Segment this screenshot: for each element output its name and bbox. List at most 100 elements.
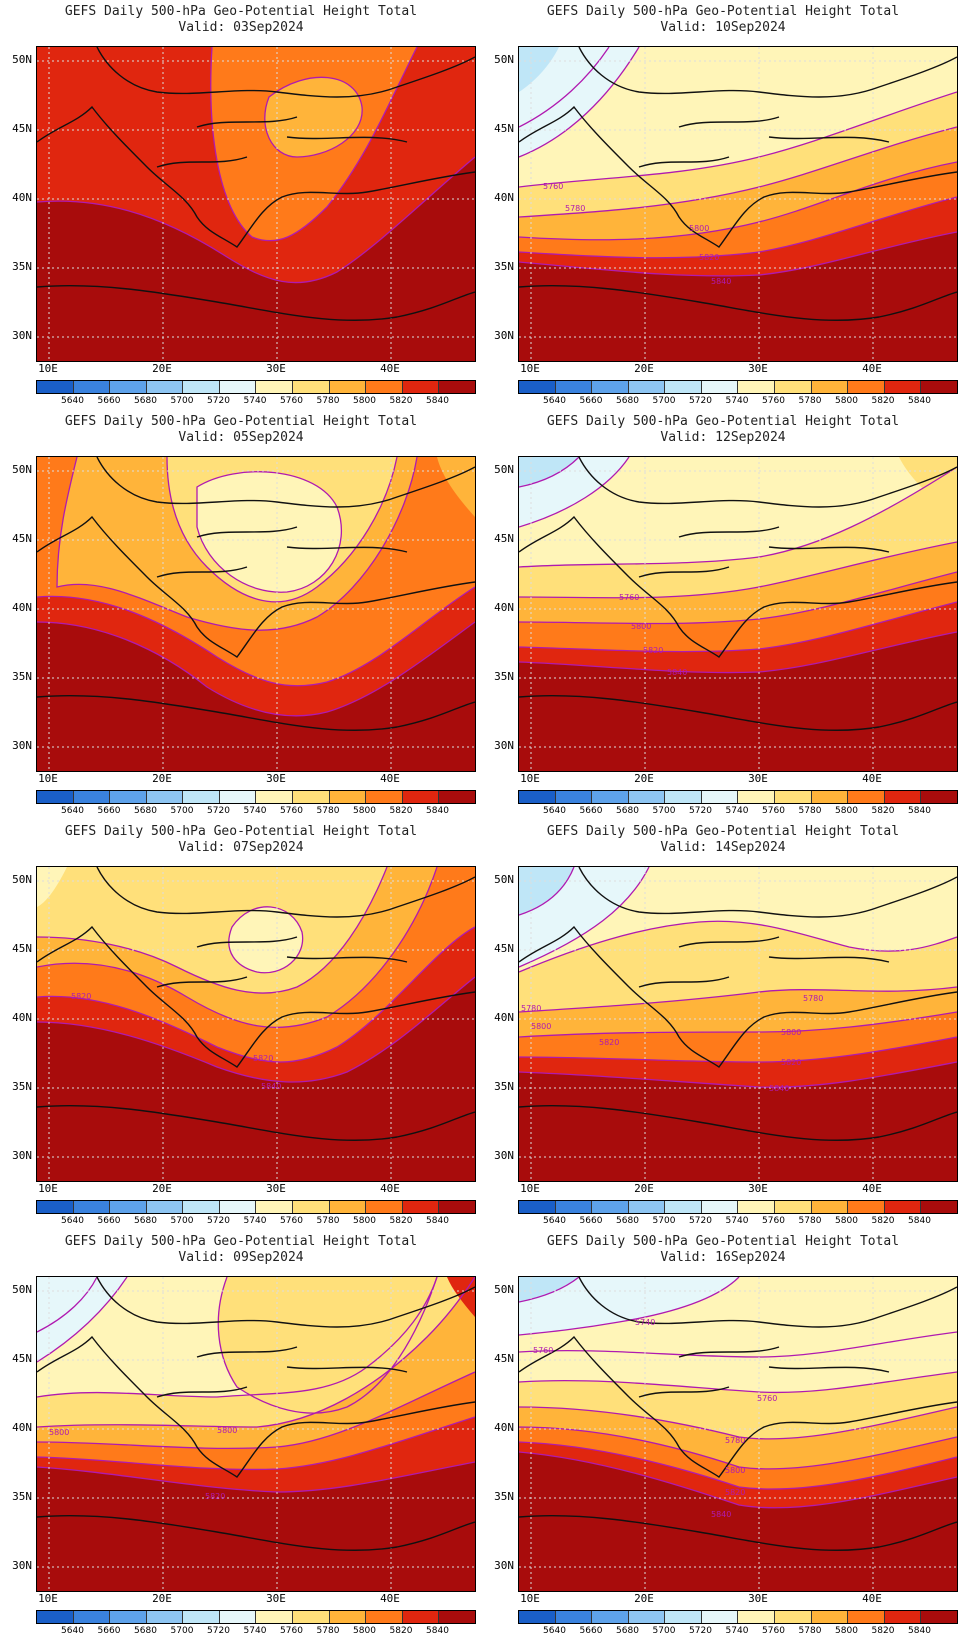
colorbar-label: 5800: [353, 806, 376, 816]
contour-label: 5800: [49, 1428, 69, 1437]
colorbar-label: 5740: [725, 1626, 749, 1636]
colorbar-swatch: [775, 1201, 812, 1213]
colorbar-label: 5740: [243, 1626, 267, 1636]
map-area: 5820 5820 5840: [36, 866, 476, 1182]
colorbar-swatch: [183, 381, 220, 393]
colorbar-label: 5720: [207, 806, 230, 816]
panel-title: GEFS Daily 500-hPa Geo-Potential Height …: [546, 824, 900, 839]
colorbar-swatch: [555, 1611, 593, 1623]
colorbar-label: 5820: [871, 396, 895, 406]
colorbar-label: 5660: [579, 396, 603, 406]
colorbar-swatch: [811, 381, 849, 393]
colorbar: [518, 1200, 958, 1214]
lon-label: 40E: [380, 772, 400, 785]
colorbar-swatch: [628, 381, 666, 393]
lon-label: 40E: [862, 362, 882, 375]
lat-label: 30N: [12, 1149, 32, 1162]
lon-label: 20E: [152, 362, 172, 375]
colorbar-label: 5680: [616, 1216, 639, 1226]
colorbar-swatch: [256, 791, 294, 803]
lat-label: 40N: [12, 191, 32, 204]
colorbar-label: 5800: [353, 396, 376, 406]
colorbar-label: 5680: [134, 806, 157, 816]
colorbar-swatch: [110, 791, 147, 803]
colorbar-swatch: [366, 381, 403, 393]
lon-label: 40E: [862, 1592, 882, 1605]
lat-label: 35N: [494, 260, 514, 273]
contour-label: 5780: [725, 1436, 745, 1445]
colorbar-swatch: [402, 1201, 440, 1213]
colorbar-swatch: [811, 1611, 849, 1623]
colorbar-label: 5840: [908, 396, 931, 406]
colorbar-label: 5740: [725, 396, 749, 406]
lat-label: 40N: [12, 601, 32, 614]
lon-label: 30E: [266, 772, 286, 785]
colorbar-swatch: [219, 381, 257, 393]
map-area: 5800 5800 5820: [36, 1276, 476, 1592]
contour-label: 5840: [711, 1510, 731, 1519]
colorbar-label: 5780: [798, 1626, 822, 1636]
lon-label: 40E: [380, 1592, 400, 1605]
contour-label: 5800: [217, 1426, 237, 1435]
colorbar-swatch: [555, 381, 593, 393]
lat-label: 45N: [494, 1352, 514, 1365]
contour-label: 5800: [725, 1466, 745, 1475]
lat-label: 35N: [12, 1490, 32, 1503]
colorbar-swatch: [256, 381, 294, 393]
colorbar-swatch: [37, 1611, 74, 1623]
colorbar-swatch: [293, 1201, 330, 1213]
lat-label: 35N: [494, 1490, 514, 1503]
colorbar-label: 5680: [616, 1626, 639, 1636]
lon-label: 10E: [38, 1592, 58, 1605]
colorbar-swatch: [402, 1611, 440, 1623]
colorbar-label: 5700: [170, 1626, 194, 1636]
colorbar-label: 5660: [97, 1626, 121, 1636]
lon-label: 40E: [862, 772, 882, 785]
colorbar-label: 5720: [689, 1216, 712, 1226]
colorbar-label: 5820: [871, 1216, 895, 1226]
colorbar-label: 5740: [243, 806, 267, 816]
colorbar-swatch: [146, 381, 184, 393]
colorbar-label: 5820: [389, 396, 413, 406]
contour-label: 5760: [619, 593, 639, 602]
lon-label: 10E: [520, 1592, 540, 1605]
colorbar-label: 5840: [426, 1626, 449, 1636]
contour-label: 5820: [781, 1058, 801, 1067]
map-panel-05sep: GEFS Daily 500-hPa Geo-Potential Height …: [0, 410, 482, 820]
colorbar-swatch: [73, 381, 111, 393]
colorbar-label: 5660: [97, 396, 121, 406]
lat-label: 45N: [494, 942, 514, 955]
colorbar-label: 5760: [762, 1216, 785, 1226]
colorbar-swatch: [293, 791, 330, 803]
colorbar-label: 5720: [689, 1626, 712, 1636]
lon-label: 40E: [380, 1182, 400, 1195]
colorbar-swatch: [738, 381, 776, 393]
colorbar-label: 5700: [170, 1216, 194, 1226]
contour-label: 5820: [643, 646, 663, 655]
contour-label: 5820: [599, 1038, 619, 1047]
panel-title: GEFS Daily 500-hPa Geo-Potential Height …: [546, 1234, 900, 1249]
colorbar-swatch: [37, 381, 74, 393]
contour-label: 5840: [711, 277, 731, 286]
colorbar-swatch: [592, 1611, 629, 1623]
colorbar-label: 5640: [61, 1626, 84, 1636]
panel-title: GEFS Daily 500-hPa Geo-Potential Height …: [64, 824, 418, 839]
colorbar-swatch: [402, 791, 440, 803]
lat-label: 45N: [12, 1352, 32, 1365]
contour-label: 5760: [533, 1346, 553, 1355]
colorbar-label: 5800: [835, 396, 858, 406]
colorbar-swatch: [219, 1201, 257, 1213]
map-panel-09sep: GEFS Daily 500-hPa Geo-Potential Height …: [0, 1230, 482, 1640]
colorbar-swatch: [738, 1201, 776, 1213]
contour-label: 5800: [531, 1022, 551, 1031]
colorbar-label: 5700: [652, 1216, 676, 1226]
panel-valid-date: Valid: 16Sep2024: [660, 1250, 786, 1265]
contour-label: 5820: [205, 1492, 225, 1501]
colorbar: [36, 1200, 476, 1214]
colorbar-swatch: [628, 1201, 666, 1213]
colorbar-label: 5760: [762, 396, 785, 406]
map-panel-14sep: GEFS Daily 500-hPa Geo-Potential Height …: [482, 820, 964, 1230]
lat-label: 40N: [494, 191, 514, 204]
colorbar-swatch: [628, 1611, 666, 1623]
colorbar-swatch: [701, 381, 739, 393]
